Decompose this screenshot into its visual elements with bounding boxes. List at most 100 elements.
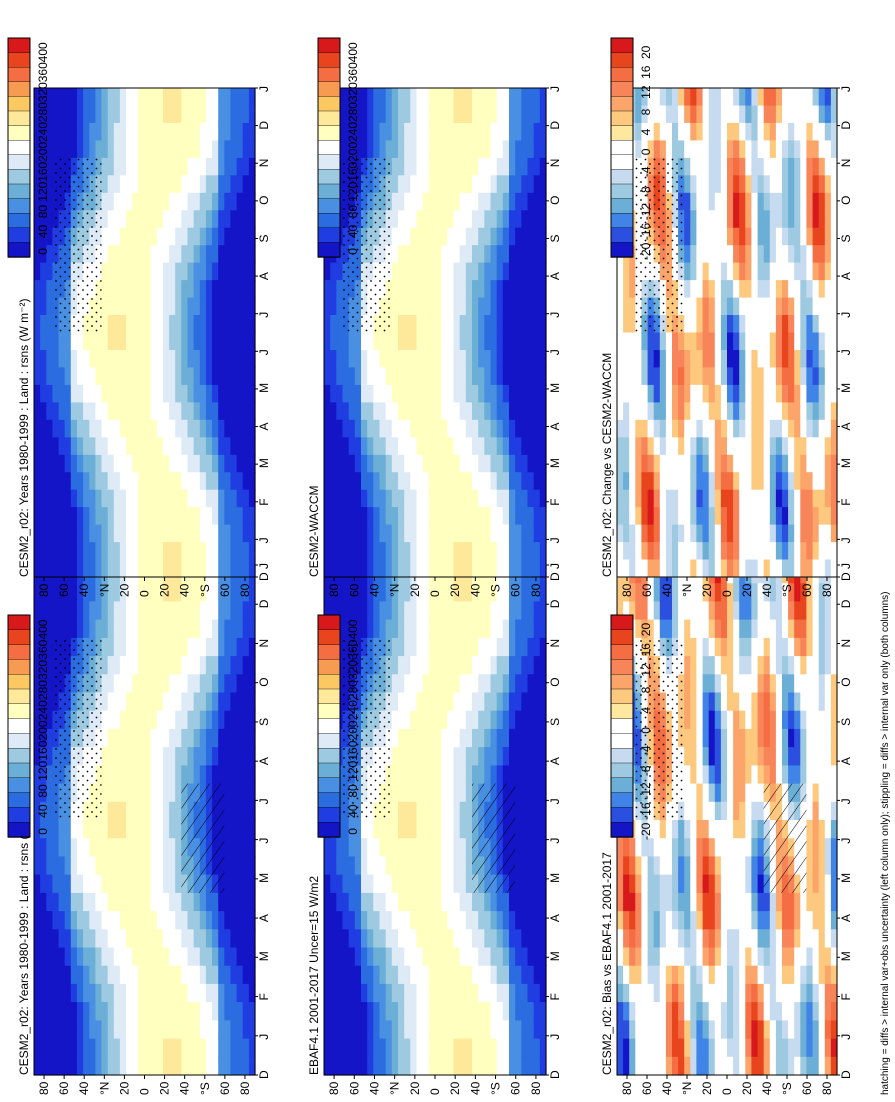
heatmap-cell — [34, 315, 41, 334]
heatmap-cell — [242, 656, 250, 675]
heatmap-cell — [727, 874, 734, 894]
heatmap-cell — [193, 472, 201, 491]
heatmap-cell — [720, 583, 728, 602]
heatmap-cell — [435, 105, 442, 124]
heatmap-cell — [64, 332, 72, 351]
heatmap-cell — [539, 332, 547, 351]
heatmap-cell — [175, 542, 182, 561]
heatmap-cell — [404, 656, 411, 675]
heatmap-cell — [521, 507, 529, 526]
heatmap-cell — [465, 783, 473, 803]
heatmap-cell — [739, 838, 746, 857]
heatmap-cell — [205, 524, 213, 543]
heatmap-cell — [342, 559, 350, 578]
heatmap-cell — [169, 1002, 176, 1021]
heatmap-cell — [708, 783, 716, 803]
heatmap-cell — [34, 583, 41, 602]
heatmap-cell — [490, 947, 498, 967]
heatmap-cell — [230, 892, 238, 912]
heatmap-cell — [659, 965, 667, 985]
heatmap-cell — [690, 710, 697, 730]
heatmap-cell — [330, 507, 337, 526]
heatmap-cell — [107, 437, 115, 456]
heatmap-cell — [678, 947, 685, 967]
heatmap-cell — [342, 947, 350, 967]
heatmap-cell — [187, 911, 195, 930]
panel-title: CESM2_r02: Years 1980-1999 : Land : rsns… — [17, 797, 31, 1075]
heatmap-cell — [52, 524, 60, 543]
heatmap-cell — [144, 856, 152, 876]
heatmap-cell — [453, 157, 461, 176]
heatmap-cell — [336, 315, 344, 334]
heatmap-cell — [330, 1038, 337, 1058]
colorbar-tick-label: 240 — [36, 700, 50, 720]
heatmap-cell — [515, 367, 522, 386]
heatmap-cell — [472, 454, 479, 473]
heatmap-cell — [527, 507, 535, 526]
heatmap-cell — [248, 559, 256, 578]
heatmap-cell — [496, 524, 504, 543]
heatmap-cell — [224, 820, 231, 839]
heatmap-cell — [330, 402, 337, 421]
heatmap-cell — [162, 911, 170, 930]
heatmap-cell — [422, 507, 430, 526]
heatmap-cell — [107, 88, 115, 107]
heatmap-cell — [77, 965, 84, 985]
heatmap-cell — [52, 350, 60, 369]
heatmap-cell — [509, 297, 516, 316]
heatmap-cell — [40, 820, 47, 839]
heatmap-cell — [101, 838, 109, 857]
heatmap-cell — [169, 619, 176, 639]
heatmap-cell — [52, 838, 60, 857]
heatmap-cell — [416, 367, 424, 386]
heatmap-cell — [490, 601, 498, 621]
heatmap-cell — [441, 1056, 448, 1076]
heatmap-cell — [150, 350, 158, 369]
heatmap-cell — [502, 105, 510, 124]
heatmap-cell — [64, 583, 72, 602]
heatmap-cell — [459, 437, 467, 456]
heatmap-cell — [398, 965, 405, 985]
heatmap-cell — [521, 472, 529, 491]
heatmap-cell — [162, 559, 170, 578]
heatmap-cell — [83, 1038, 90, 1058]
heatmap-cell — [714, 637, 722, 657]
heatmap-cell — [236, 402, 244, 421]
heatmap-cell — [472, 559, 479, 578]
heatmap-cell — [144, 601, 152, 621]
heatmap-cell — [354, 472, 362, 491]
heatmap-cell — [435, 601, 442, 621]
heatmap-cell — [739, 674, 746, 694]
heatmap-cell — [113, 367, 121, 386]
heatmap-cell — [391, 192, 399, 211]
heatmap-cell — [502, 892, 510, 912]
heatmap-cell — [119, 559, 127, 578]
heatmap-cell — [187, 280, 195, 299]
heatmap-cell — [348, 489, 356, 508]
heatmap-cell — [224, 542, 231, 561]
heatmap-cell — [107, 192, 115, 211]
heatmap-cell — [40, 710, 47, 730]
heatmap-cell — [465, 315, 473, 334]
heatmap-cell — [230, 747, 238, 766]
heatmap-cell — [46, 856, 53, 876]
heatmap-cell — [107, 710, 115, 730]
heatmap-cell — [484, 892, 492, 912]
month-tick-label: F — [257, 498, 271, 505]
heatmap-cell — [218, 489, 225, 508]
heatmap-cell — [751, 728, 759, 748]
heatmap-cell — [509, 656, 516, 675]
heatmap-cell — [708, 947, 716, 967]
colorbar-swatch — [317, 629, 341, 646]
heatmap-cell — [218, 280, 225, 299]
heatmap-cell — [465, 524, 473, 543]
heatmap-cell — [40, 332, 47, 351]
heatmap-cell — [714, 728, 722, 748]
heatmap-cell — [224, 911, 231, 930]
heatmap-cell — [416, 140, 424, 159]
heatmap-cell — [373, 402, 381, 421]
heatmap-cell — [119, 1056, 127, 1076]
heatmap-cell — [150, 105, 158, 124]
heatmap-cell — [77, 454, 84, 473]
heatmap-cell — [465, 402, 473, 421]
